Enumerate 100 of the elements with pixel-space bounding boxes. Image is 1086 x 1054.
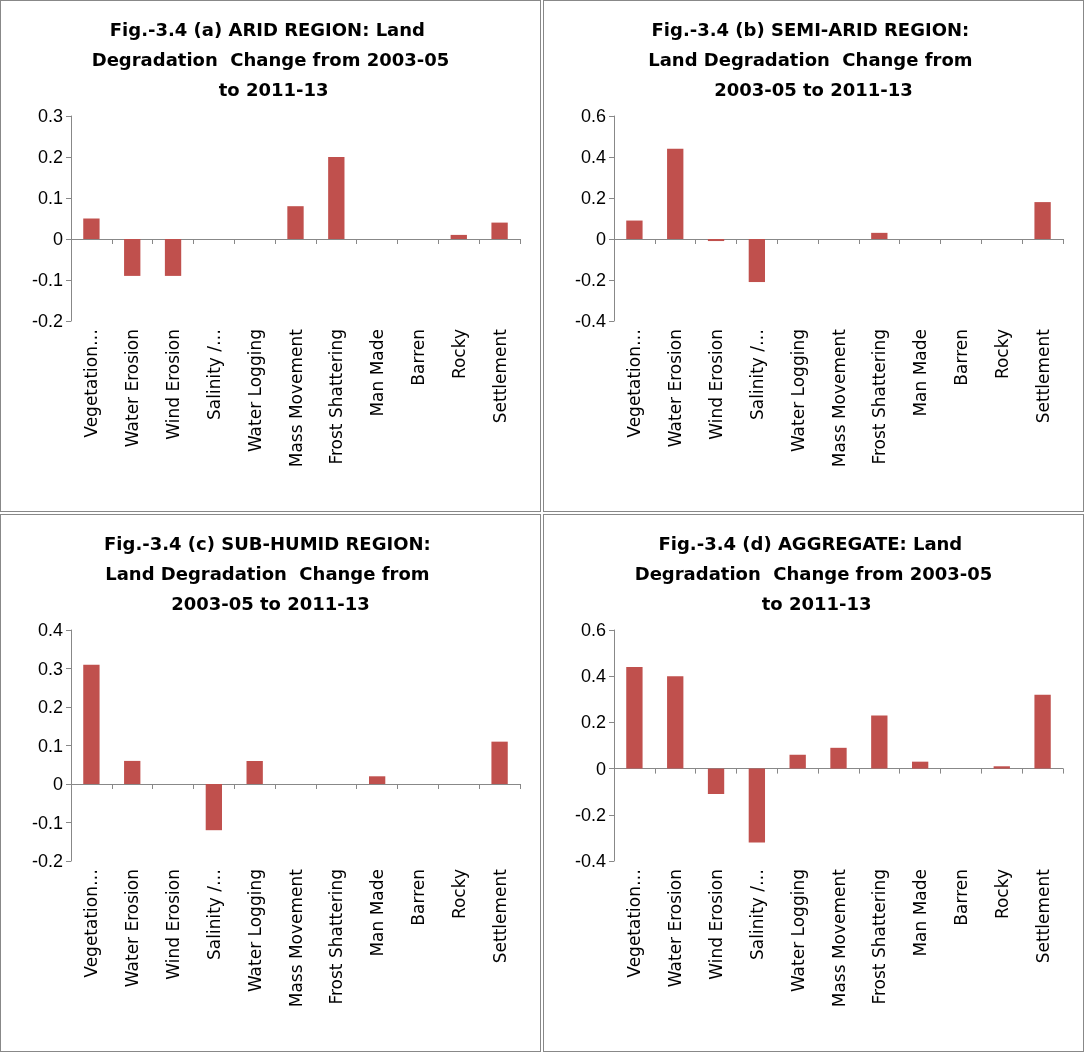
y-tick-label: 0 — [52, 229, 63, 249]
x-tick-label: Rocky — [991, 869, 1012, 920]
bar — [707, 768, 725, 795]
x-tick-label: Barren — [407, 329, 428, 386]
y-tick-label: 0.6 — [580, 106, 606, 126]
bar — [124, 760, 141, 784]
y-tick-label: 0 — [595, 229, 606, 249]
bar — [83, 664, 100, 784]
x-tick-label: Mass Movement — [828, 868, 849, 1008]
bar — [871, 232, 888, 239]
x-tick-label: Vegetation… — [624, 329, 645, 438]
bar — [667, 148, 684, 239]
x-tick-label: Wind Erosion — [163, 869, 184, 980]
chart-title: Fig.-3.4 (d) AGGREGATE: Land Degradation Change from 2003-05 to 2011-13 — [634, 532, 993, 614]
x-tick-label: Frost Shattering — [869, 869, 890, 1005]
y-tick-label: 0 — [52, 774, 63, 794]
bar — [626, 666, 643, 769]
x-tick-label: Water Erosion — [122, 329, 143, 448]
bar — [491, 222, 508, 239]
x-tick-label: Salinity /… — [746, 329, 767, 421]
y-tick-label: 0.4 — [37, 620, 63, 640]
y-tick-label: 0.2 — [37, 147, 63, 167]
x-tick-label: Frost Shattering — [326, 869, 347, 1005]
x-tick-label: Salinity /… — [203, 329, 224, 421]
x-tick-label: Water Logging — [787, 869, 808, 993]
x-tick-label: Man Made — [910, 329, 931, 417]
x-tick-label: Water Logging — [244, 329, 265, 453]
x-tick-label: Water Logging — [787, 329, 808, 453]
bar — [748, 239, 766, 283]
x-tick-label: Water Erosion — [665, 869, 686, 988]
x-tick-label: Mass Movement — [285, 328, 306, 468]
y-tick-label: -0.2 — [574, 804, 606, 825]
bar — [287, 206, 304, 239]
bar — [789, 754, 806, 769]
y-tick-label: -0.1 — [31, 812, 63, 833]
x-tick-label: Settlement — [1032, 328, 1053, 424]
bar — [246, 760, 263, 784]
bar — [450, 234, 467, 239]
x-tick-label: Vegetation… — [81, 329, 102, 438]
x-tick-label: Salinity /… — [746, 869, 767, 961]
x-tick-label: Barren — [407, 869, 428, 926]
y-tick-label: 0.3 — [37, 106, 63, 126]
chart-title: Fig.-3.4 (a) ARID REGION: Land Degradation Change from 2003-05 to 2011-13 — [91, 18, 450, 100]
bar — [707, 239, 725, 242]
y-tick-label: 0.2 — [580, 712, 606, 733]
y-tick-label: 0 — [595, 758, 606, 779]
y-tick-label: 0.3 — [37, 658, 63, 679]
bar — [124, 239, 141, 276]
y-tick-label: -0.2 — [574, 270, 606, 290]
bar — [911, 761, 929, 769]
x-tick-label: Frost Shattering — [326, 329, 347, 465]
bar — [164, 239, 182, 276]
x-tick-label: Barren — [950, 869, 971, 926]
y-tick-label: 0.1 — [37, 188, 63, 208]
x-tick-label: Frost Shattering — [869, 329, 890, 465]
y-tick-label: 0.2 — [37, 697, 63, 717]
bar — [871, 715, 888, 769]
bar — [626, 220, 643, 239]
bar — [1034, 202, 1051, 239]
bar — [667, 676, 684, 769]
x-tick-label: Rocky — [448, 329, 469, 380]
bar — [748, 768, 766, 843]
x-tick-label: Mass Movement — [285, 868, 306, 1008]
x-tick-label: Water Erosion — [665, 329, 686, 448]
x-tick-label: Rocky — [991, 329, 1012, 380]
x-tick-label: Man Made — [367, 329, 388, 417]
chart-title: Fig.-3.4 (c) SUB-HUMID REGION: Land Degradation Change from 2003-05 to 2011-13 — [104, 532, 437, 614]
x-tick-label: Settlement — [489, 328, 510, 424]
y-tick-label: 0.4 — [580, 666, 606, 687]
x-tick-label: Rocky — [448, 869, 469, 920]
y-tick-label: -0.2 — [31, 851, 63, 871]
bar — [328, 157, 345, 239]
x-tick-label: Vegetation… — [624, 869, 645, 978]
x-tick-label: Man Made — [367, 869, 388, 957]
bar — [491, 741, 508, 784]
x-tick-label: Settlement — [489, 868, 510, 964]
x-tick-label: Wind Erosion — [163, 329, 184, 440]
bar — [83, 218, 100, 239]
bar — [993, 766, 1010, 769]
x-tick-label: Mass Movement — [828, 328, 849, 468]
x-tick-label: Wind Erosion — [706, 329, 727, 440]
bar — [1034, 694, 1051, 769]
x-tick-label: Barren — [950, 329, 971, 386]
bar — [830, 747, 847, 769]
y-tick-label: 0.4 — [580, 147, 606, 167]
bar — [368, 776, 386, 784]
y-tick-label: -0.4 — [574, 851, 606, 871]
x-tick-label: Water Erosion — [122, 869, 143, 988]
y-tick-label: -0.2 — [31, 311, 63, 331]
y-tick-label: -0.4 — [574, 311, 606, 331]
y-tick-label: 0.1 — [37, 735, 63, 756]
x-tick-label: Settlement — [1032, 868, 1053, 964]
x-tick-label: Water Logging — [244, 869, 265, 993]
y-tick-label: 0.6 — [580, 620, 606, 640]
y-tick-label: 0.2 — [580, 188, 606, 208]
bar — [205, 784, 223, 831]
y-tick-label: -0.1 — [31, 270, 63, 290]
x-tick-label: Wind Erosion — [706, 869, 727, 980]
x-tick-label: Salinity /… — [203, 869, 224, 961]
chart-title: Fig.-3.4 (b) SEMI-ARID REGION: Land Degradation Change from 2003-05 to 2011-13 — [648, 18, 979, 100]
